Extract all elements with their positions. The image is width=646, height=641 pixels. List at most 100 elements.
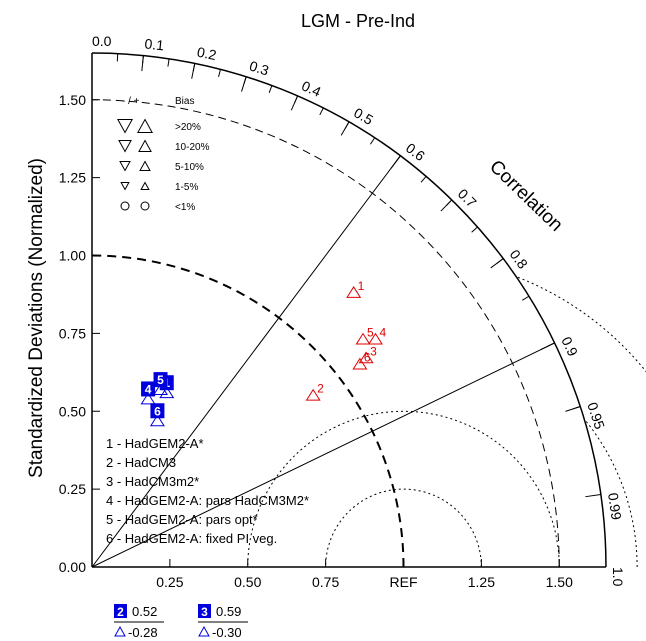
y-axis-label: Standardized Deviations (Normalized) [26,158,47,478]
corr-minor-tick [167,58,170,67]
blue-point-marker-1 [159,386,175,399]
blue-point-label-4: 4 [145,382,152,396]
bias-row-label-3: 1-5% [175,182,198,193]
bias-legend: - / + Bias >20% 10-20% 5-10% 1-5% <1% [117,96,210,213]
corr-tick-10 [565,406,581,412]
ref-arc [91,254,405,568]
corr-tick-label-9: 0.9 [558,334,581,359]
offchart-value-3: 0.59 [216,604,241,619]
offchart-bias-3: -0.30 [212,625,242,640]
corr-minor-tick [369,137,376,145]
red-point-label-3: 3 [370,344,377,358]
bias-down-triangle-1 [118,140,132,153]
red-point-label-1: 1 [358,279,365,293]
y-tick-label-6: 1.50 [59,92,86,108]
legend-item-4: 4 - HadGEM2-A: pars HadCM3M2* [106,493,309,508]
corr-tick-8 [490,258,504,269]
corr-tick-label-1: 0.1 [144,36,165,54]
x-tick-label-1: 0.50 [234,574,261,590]
corr-tick-3 [241,76,247,92]
corr-minor-tick [420,176,427,183]
red-point-label-4: 4 [379,326,386,340]
y-tick-label-0: 0.00 [59,559,86,575]
y-tick-label-4: 1.00 [59,248,86,264]
offchart-bias-2: -0.28 [128,625,158,640]
bias-down-triangle-0 [117,119,133,134]
bias-up-triangle-0 [137,118,153,133]
red-point-label-5: 5 [367,326,374,340]
offchart-box-label-3: 3 [201,605,208,619]
blue-point-box-6 [150,403,165,419]
grid-lines [91,99,646,568]
corr-tick-4 [290,95,299,111]
legend-item-6: 6 - HadGEM2-A: fixed PI veg. [106,531,277,546]
blue-point-box-4 [141,381,156,397]
corr-minor-tick [218,69,221,78]
bias-row-label-1: 10-20% [175,142,210,153]
blue-point-marker-6 [149,414,165,427]
blue-point-label-5: 5 [157,373,164,387]
y-tick-label-1: 0.25 [59,481,86,497]
corr-tick-label-10: 0.95 [584,400,608,431]
offchart-box-2 [114,604,127,618]
red-point-marker-2 [305,388,321,401]
offchart-box-label-2: 2 [117,605,124,619]
corr-minor-tick [471,226,478,233]
bias-row-label-2: 5-10% [175,162,204,173]
corr-tick-label-3: 0.3 [247,57,271,78]
blue-point-label-6: 6 [154,404,161,418]
corr-line-1 [91,342,555,568]
corr-tick-6 [390,155,401,169]
blue-point-marker-4 [140,392,156,405]
red-point-marker-6 [352,357,368,370]
y-tick-label-3: 0.75 [59,325,86,341]
bias-row-label-0: >20% [175,122,201,133]
red-point-marker-4 [367,332,383,345]
bias-circle-left [120,201,130,211]
model-legend: 1 - HadGEM2-A* 2 - HadCM3 3 - HadCM3m2* 4 -… [106,436,309,546]
corr-line-0 [91,155,401,568]
x-tick-label-2: 0.75 [312,574,339,590]
corr-minor-tick [268,85,273,94]
rms-arc-3 [515,276,646,373]
corr-tick-2 [191,63,196,79]
bias-up-triangle-2 [139,160,151,171]
outer-arc [91,52,607,568]
x-tick-label-4: 1.25 [468,574,495,590]
corr-tick-label-2: 0.2 [196,44,218,64]
corr-minor-tick [319,107,324,116]
correlation-label: Correlation [485,156,566,236]
corr-minor-tick [521,295,530,301]
x-tick-label-3: REF [390,574,418,590]
corr-tick-11 [585,493,601,498]
blue-point-marker-5 [153,383,169,396]
corr-tick-5 [340,121,350,136]
red-point-marker-5 [355,332,371,345]
offchart-triangle-2 [114,625,126,637]
legend-item-1: 1 - HadGEM2-A* [106,436,204,451]
corr-tick-7 [440,199,453,212]
axes: 0.000.250.500.751.001.251.500.000.250.50… [59,33,626,590]
red-point-marker-3 [358,351,374,364]
rms-arc-2 [583,418,638,568]
red-point-marker-1 [346,286,362,298]
corr-tick-1 [141,55,144,72]
chart-title: LGM - Pre-Ind [301,11,415,31]
bias-header-signs: - / + [122,96,140,107]
legend-item-2: 2 - HadCM3 [106,455,176,470]
corr-tick-9 [540,342,555,351]
x-tick-label-0: 0.25 [156,574,183,590]
legend-item-5: 5 - HadGEM2-A: pars opt* [106,512,258,527]
corr-tick-label-12: 1.0 [610,567,626,587]
bias-row-label-4: <1% [175,202,195,213]
red-point-label-2: 2 [317,382,324,396]
bias-up-triangle-3 [140,181,150,190]
bias-circle-right [140,201,150,211]
x-tick-label-5: 1.50 [546,574,573,590]
bias-header-label: Bias [175,96,194,107]
y-tick-label-2: 0.50 [59,403,86,419]
off-chart-points: 2 0.52 -0.28 3 0.59 -0.30 [114,604,248,640]
corr-tick-label-11: 0.99 [605,492,625,521]
offchart-value-2: 0.52 [132,604,157,619]
offchart-box-3 [198,604,211,618]
